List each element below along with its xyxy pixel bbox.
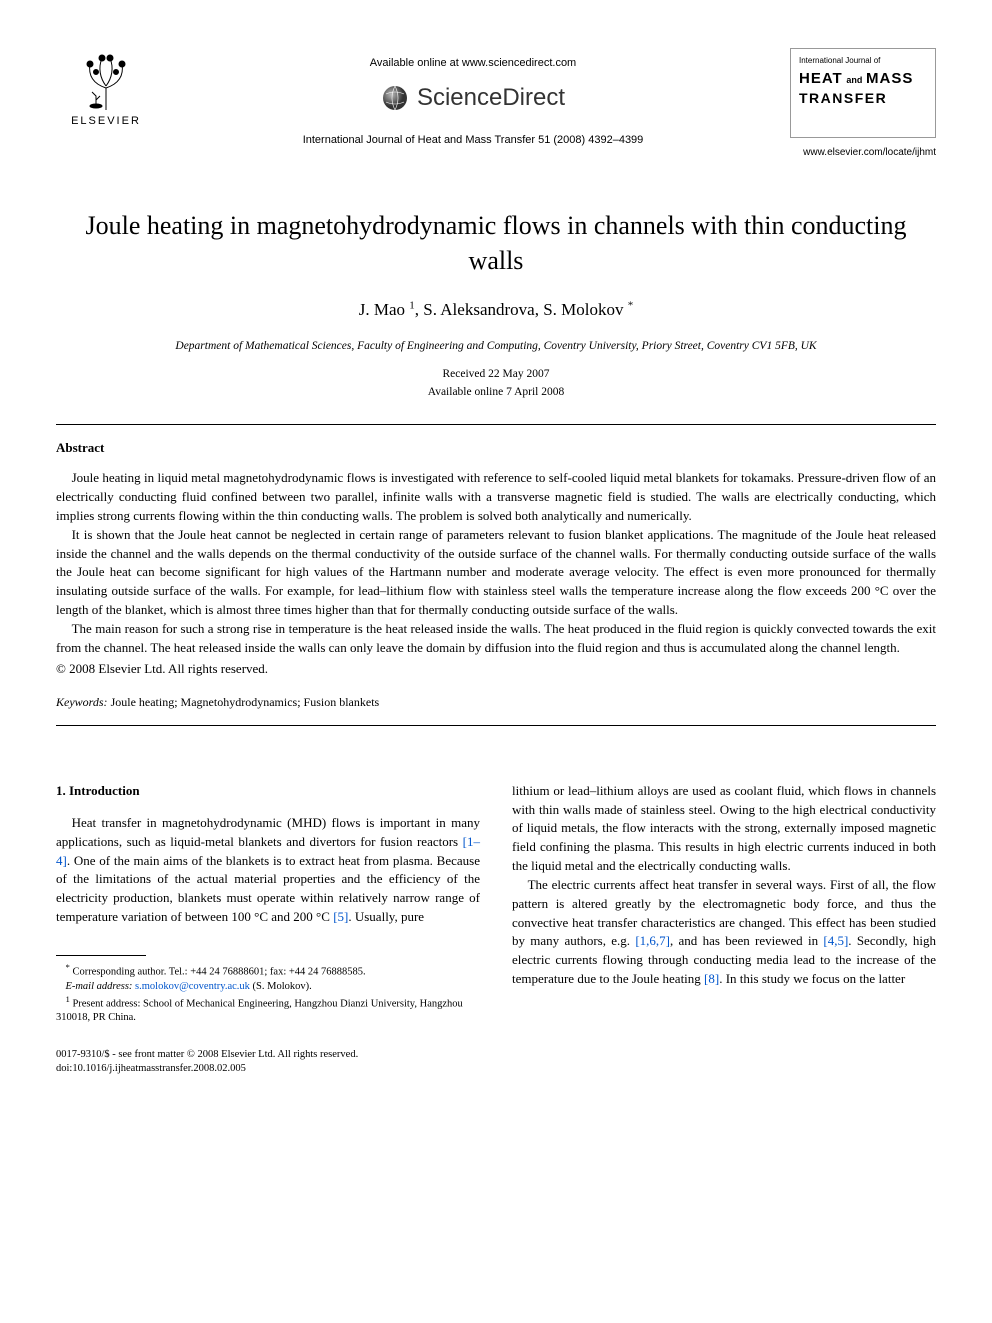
journal-cover-mass: MASS xyxy=(866,70,913,87)
divider-top xyxy=(56,424,936,425)
footnote-email: E-mail address: s.molokov@coventry.ac.uk… xyxy=(56,980,480,994)
sciencedirect-logo: ScienceDirect xyxy=(381,81,565,115)
journal-cover-block: International Journal of HEAT and MASS T… xyxy=(790,48,936,200)
sciencedirect-text: ScienceDirect xyxy=(417,81,565,115)
intro-text-r4: . In this study we focus on the latter xyxy=(719,971,905,986)
right-column: lithium or lead–lithium alloys are used … xyxy=(512,782,936,1076)
footnote-rule xyxy=(56,955,146,956)
abstract-p3: The main reason for such a strong rise i… xyxy=(56,620,936,658)
available-online-text: Available online at www.sciencedirect.co… xyxy=(156,56,790,71)
journal-cover-heat: HEAT xyxy=(799,70,843,87)
copyright-line: © 2008 Elsevier Ltd. All rights reserved… xyxy=(56,660,936,678)
ref-link-45[interactable]: [4,5] xyxy=(823,933,848,948)
authors: J. Mao 1, S. Aleksandrova, S. Molokov * xyxy=(56,298,936,322)
locate-link[interactable]: www.elsevier.com/locate/ijhmt xyxy=(790,146,936,160)
email-who: (S. Molokov). xyxy=(250,981,312,992)
online-date: Available online 7 April 2008 xyxy=(56,384,936,400)
ref-link-167[interactable]: [1,6,7] xyxy=(635,933,670,948)
elsevier-tree-icon xyxy=(74,48,138,112)
left-column: 1. Introduction Heat transfer in magneto… xyxy=(56,782,480,1076)
article-title: Joule heating in magnetohydrodynamic flo… xyxy=(56,208,936,278)
header-row: ELSEVIER Available online at www.science… xyxy=(56,48,936,200)
received-date: Received 22 May 2007 xyxy=(56,366,936,382)
abstract-p1: Joule heating in liquid metal magnetohyd… xyxy=(56,469,936,526)
journal-cover-and: and xyxy=(846,75,862,85)
journal-cover-transfer: TRANSFER xyxy=(799,89,927,109)
section-1-heading: 1. Introduction xyxy=(56,782,480,800)
email-label: E-mail address: xyxy=(65,981,132,992)
intro-text-1: Heat transfer in magnetohydrodynamic (MH… xyxy=(56,815,480,849)
footnote-corresponding: * Corresponding author. Tel.: +44 24 768… xyxy=(56,962,480,980)
ref-link-5[interactable]: [5] xyxy=(333,909,348,924)
divider-bottom xyxy=(56,725,936,726)
elsevier-logo-block: ELSEVIER xyxy=(56,48,156,129)
citation-line: International Journal of Heat and Mass T… xyxy=(156,133,790,148)
intro-para-1-right: lithium or lead–lithium alloys are used … xyxy=(512,782,936,876)
keywords-label: Keywords: xyxy=(56,695,108,709)
email-link[interactable]: s.molokov@coventry.ac.uk xyxy=(135,981,250,992)
front-matter-line: 0017-9310/$ - see front matter © 2008 El… xyxy=(56,1048,480,1062)
intro-text-3: . Usually, pure xyxy=(348,909,424,924)
doi-line: doi:10.1016/j.ijheatmasstransfer.2008.02… xyxy=(56,1062,480,1076)
abstract-heading: Abstract xyxy=(56,439,936,457)
intro-text-r2: , and has been reviewed in xyxy=(670,933,823,948)
body-columns: 1. Introduction Heat transfer in magneto… xyxy=(56,782,936,1076)
fn1-text: Present address: School of Mechanical En… xyxy=(56,998,463,1023)
corr-text: Corresponding author. Tel.: +44 24 76888… xyxy=(70,966,366,977)
abstract-p2: It is shown that the Joule heat cannot b… xyxy=(56,526,936,620)
keywords: Keywords: Joule heating; Magnetohydrodyn… xyxy=(56,694,936,711)
affiliation: Department of Mathematical Sciences, Fac… xyxy=(56,338,936,354)
ref-link-8[interactable]: [8] xyxy=(704,971,719,986)
elsevier-label: ELSEVIER xyxy=(71,114,141,129)
journal-cover: International Journal of HEAT and MASS T… xyxy=(790,48,936,138)
journal-cover-subtitle: International Journal of xyxy=(799,55,927,66)
intro-para-2-right: The electric currents affect heat transf… xyxy=(512,876,936,989)
footnote-present-address: 1 Present address: School of Mechanical … xyxy=(56,994,480,1026)
center-header: Available online at www.sciencedirect.co… xyxy=(156,48,790,148)
bottom-meta: 0017-9310/$ - see front matter © 2008 El… xyxy=(56,1048,480,1076)
intro-para-1-left: Heat transfer in magnetohydrodynamic (MH… xyxy=(56,814,480,927)
keywords-text: Joule heating; Magnetohydrodynamics; Fus… xyxy=(108,695,380,709)
sciencedirect-icon xyxy=(381,84,409,112)
